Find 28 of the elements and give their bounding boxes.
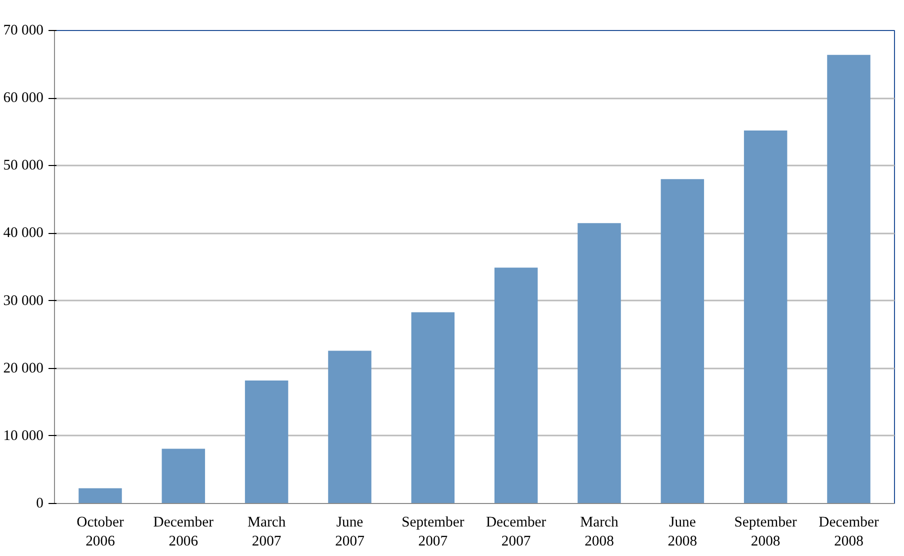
y-tick-label: 30 000 (3, 292, 44, 309)
bar (78, 488, 122, 504)
bar (162, 448, 206, 504)
bar (494, 268, 538, 504)
y-tick-label: 50 000 (3, 158, 44, 174)
x-tick-label: September 2008 (734, 514, 798, 550)
x-tick-label: October 2006 (76, 514, 124, 550)
bar (244, 380, 288, 504)
x-tick-label: March 2008 (580, 514, 620, 550)
bar (827, 54, 870, 504)
x-tick-label: September 2007 (402, 514, 464, 550)
y-tick-label: 0 (36, 496, 44, 512)
bar (578, 223, 621, 504)
x-tick-label: December 2008 (818, 514, 879, 550)
y-tick-label: 40 000 (3, 225, 44, 242)
y-tick-label: 20 000 (3, 360, 44, 376)
x-tick-label: March 2007 (247, 514, 286, 550)
y-tick-label: 70 000 (3, 22, 44, 38)
bar (411, 312, 455, 504)
bar (744, 130, 788, 504)
y-tick-label: 10 000 (3, 428, 44, 444)
x-tick-label: June 2007 (335, 514, 364, 550)
y-tick-label: 60 000 (3, 90, 44, 106)
bar (660, 179, 704, 504)
x-tick-label: December 2006 (153, 514, 214, 550)
x-tick-label: June 2008 (668, 514, 698, 550)
bar (328, 350, 372, 504)
x-tick-label: December 2007 (486, 514, 546, 550)
